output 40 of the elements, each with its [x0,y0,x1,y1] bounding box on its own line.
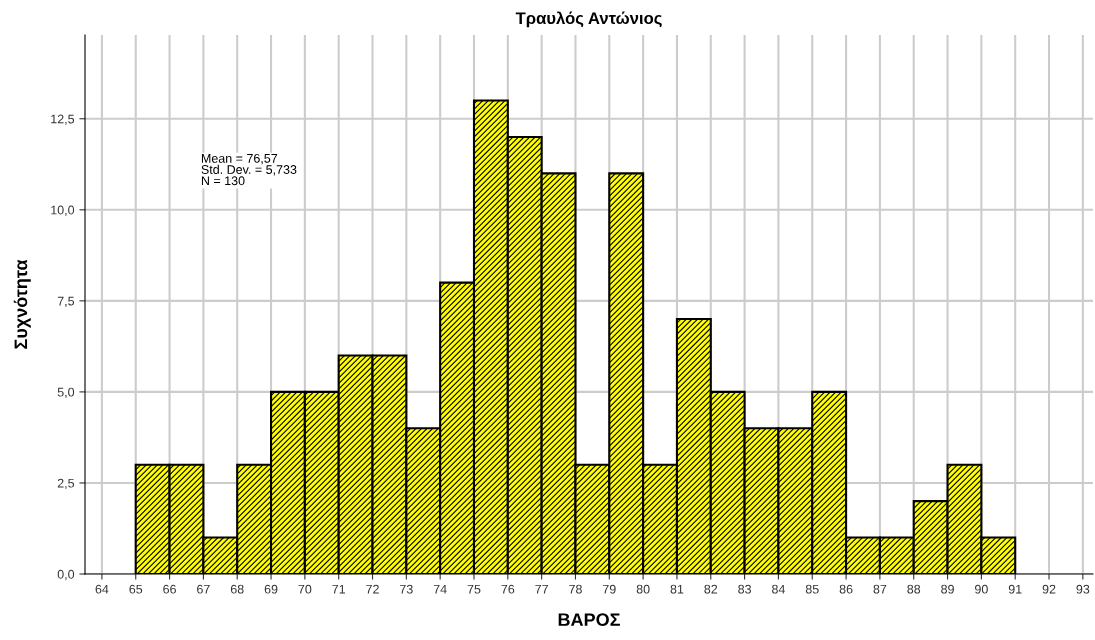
x-tick-label: 82 [704,584,718,594]
x-tick-label: 84 [772,584,786,594]
annotation: Mean = 76,57 Std. Dev. = 5,733 N = 130 [201,153,297,186]
x-tick-label: 91 [1008,584,1022,594]
x-tick-label: 64 [95,584,109,594]
y-tick-label: 2,5 [57,478,75,490]
x-axis-title: ΒΑΡΟΣ [558,613,620,626]
y-tick-label: 0,0 [57,569,75,581]
x-tick-label: 85 [805,584,819,594]
x-tick-label: 69 [264,584,278,594]
x-tick-label: 92 [1042,584,1056,594]
chart-title: Τραυλός Αντώνιος [515,11,662,28]
x-tick-label: 73 [400,584,413,594]
x-tick-label: 66 [163,584,176,594]
x-tick-label: 83 [738,584,751,594]
y-tick-label: 10,0 [51,205,75,216]
x-tick-label: 75 [467,584,481,594]
x-tick-label: 80 [636,584,650,594]
y-tick-label: 5,0 [57,387,75,399]
x-tick-label: 88 [907,584,921,594]
x-tick-label: 77 [535,584,548,594]
x-tick-label: 67 [197,584,210,594]
y-tick-label: 7,5 [57,296,75,307]
x-tick-label: 86 [839,584,853,594]
x-tick-label: 76 [501,584,515,594]
x-tick-label: 89 [941,584,954,594]
y-axis-title: Συχνότητα [13,259,31,349]
x-tick-label: 68 [230,584,244,594]
x-tick-label: 72 [366,584,379,594]
x-tick-label: 81 [670,584,684,594]
x-tick-label: 70 [298,584,312,594]
x-tick-label: 65 [129,584,143,594]
x-tick-label: 74 [433,584,447,594]
x-tick-label: 78 [569,584,582,594]
x-tick-label: 79 [602,584,616,594]
y-tick-label: 12,5 [51,114,75,125]
x-tick-label: 71 [332,584,346,594]
x-tick-label: 87 [873,584,887,594]
x-tick-label: 90 [975,584,988,594]
x-tick-label: 93 [1076,584,1090,594]
